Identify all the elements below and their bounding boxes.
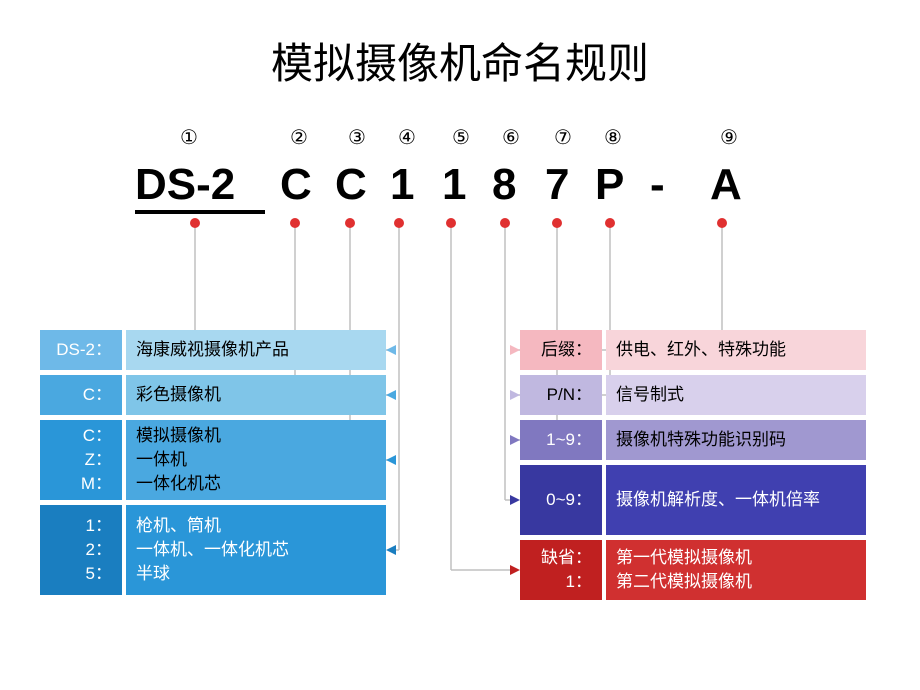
value-label: 一体化机芯: [136, 472, 376, 496]
arrowhead-icon: [386, 345, 396, 355]
value-label: 模拟摄像机: [136, 424, 376, 448]
explanation-row: DS-2： 海康威视摄像机产品: [40, 330, 386, 370]
key-box: 缺省：1：: [520, 540, 602, 600]
arrowhead-icon: [510, 390, 520, 400]
arrowhead-icon: [510, 495, 520, 505]
connector-dot: [345, 218, 355, 228]
explanation-row: P/N： 信号制式: [520, 375, 866, 415]
arrowhead-icon: [386, 545, 396, 555]
position-marker: ④: [398, 125, 416, 150]
connector-dot: [500, 218, 510, 228]
explanation-row: C：Z：M：模拟摄像机一体机一体化机芯: [40, 420, 386, 500]
arrowhead-icon: [510, 345, 520, 355]
code-segment: 8: [492, 160, 516, 210]
explanation-row: 1~9： 摄像机特殊功能识别码: [520, 420, 866, 460]
value-label: 第二代模拟摄像机: [616, 570, 856, 594]
key-box: 1~9：: [520, 420, 602, 460]
code-segment: -: [650, 160, 665, 210]
key-label: 缺省：: [541, 546, 592, 570]
explanation-row: 后缀： 供电、红外、特殊功能: [520, 330, 866, 370]
value-label: 半球: [136, 562, 376, 586]
position-marker: ⑤: [452, 125, 470, 150]
value-box: 摄像机特殊功能识别码: [606, 420, 866, 460]
connector-dot: [552, 218, 562, 228]
arrowhead-icon: [510, 565, 520, 575]
value-box: 海康威视摄像机产品: [126, 330, 386, 370]
position-marker: ⑨: [720, 125, 738, 150]
value-label: 摄像机特殊功能识别码: [616, 428, 856, 452]
key-box: 后缀：: [520, 330, 602, 370]
value-box: 彩色摄像机: [126, 375, 386, 415]
value-label: 第一代模拟摄像机: [616, 546, 856, 570]
value-box: 第一代模拟摄像机第二代模拟摄像机: [606, 540, 866, 600]
key-label: 1：: [566, 570, 592, 594]
position-marker: ①: [180, 125, 198, 150]
connector-dot: [605, 218, 615, 228]
arrowhead-icon: [386, 390, 396, 400]
key-label: P/N：: [547, 383, 592, 407]
key-label: C：: [83, 424, 112, 448]
value-label: 枪机、筒机: [136, 514, 376, 538]
key-box: C：Z：M：: [40, 420, 122, 500]
value-label: 信号制式: [616, 383, 856, 407]
value-label: 海康威视摄像机产品: [136, 338, 376, 362]
key-label: C：: [83, 383, 112, 407]
position-marker: ⑦: [554, 125, 572, 150]
explanation-row: 0~9： 摄像机解析度、一体机倍率: [520, 465, 866, 535]
value-label: 一体机: [136, 448, 376, 472]
key-label: 1：: [86, 514, 112, 538]
value-box: 信号制式: [606, 375, 866, 415]
key-label: Z：: [85, 448, 112, 472]
value-label: 彩色摄像机: [136, 383, 376, 407]
value-label: 供电、红外、特殊功能: [616, 338, 856, 362]
position-marker: ⑧: [604, 125, 622, 150]
key-label: M：: [81, 472, 112, 496]
code-segment: 7: [545, 160, 569, 210]
code-segment: A: [710, 160, 742, 210]
arrowhead-icon: [510, 435, 520, 445]
value-label: 一体机、一体化机芯: [136, 538, 376, 562]
connector-dot: [190, 218, 200, 228]
code-segment: DS-2: [135, 160, 235, 210]
key-box: DS-2：: [40, 330, 122, 370]
position-markers: ① ② ③ ④ ⑤ ⑥ ⑦ ⑧ ⑨: [0, 125, 920, 155]
code-segment: 1: [390, 160, 414, 210]
position-marker: ③: [348, 125, 366, 150]
code-segment: 1: [442, 160, 466, 210]
key-label: 5：: [86, 562, 112, 586]
connector-dot: [446, 218, 456, 228]
value-box: 摄像机解析度、一体机倍率: [606, 465, 866, 535]
code-segment: C: [280, 160, 312, 210]
key-box: P/N：: [520, 375, 602, 415]
position-marker: ⑥: [502, 125, 520, 150]
value-box: 模拟摄像机一体机一体化机芯: [126, 420, 386, 500]
key-label: 后缀：: [541, 338, 592, 362]
underline: [135, 210, 265, 214]
arrowhead-icon: [386, 455, 396, 465]
value-box: 供电、红外、特殊功能: [606, 330, 866, 370]
explanation-row: 1：2：5：枪机、筒机一体机、一体化机芯半球: [40, 505, 386, 595]
connector-dot: [717, 218, 727, 228]
connector-dot: [394, 218, 404, 228]
position-marker: ②: [290, 125, 308, 150]
key-box: C：: [40, 375, 122, 415]
code-segment: C: [335, 160, 367, 210]
key-label: DS-2：: [56, 338, 112, 362]
key-label: 2：: [86, 538, 112, 562]
key-label: 0~9：: [546, 488, 592, 512]
explanation-row: 缺省：1：第一代模拟摄像机第二代模拟摄像机: [520, 540, 866, 600]
page-title: 模拟摄像机命名规则: [0, 30, 920, 91]
connector-dot: [290, 218, 300, 228]
value-box: 枪机、筒机一体机、一体化机芯半球: [126, 505, 386, 595]
key-box: 1：2：5：: [40, 505, 122, 595]
key-label: 1~9：: [546, 428, 592, 452]
explanation-row: C： 彩色摄像机: [40, 375, 386, 415]
value-label: 摄像机解析度、一体机倍率: [616, 488, 856, 512]
code-segment: P: [595, 160, 624, 210]
key-box: 0~9：: [520, 465, 602, 535]
